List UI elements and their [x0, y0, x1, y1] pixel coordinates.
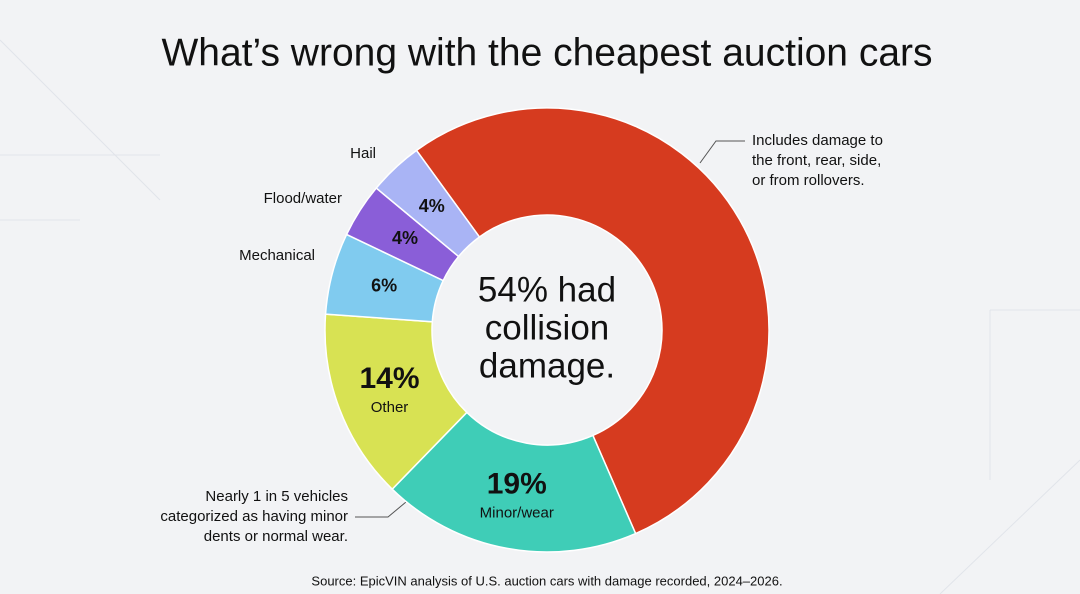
leader-line: [699, 140, 745, 164]
value-label: 14%: [360, 362, 420, 395]
category-label: Hail: [350, 145, 376, 162]
center-text: collision: [485, 308, 610, 347]
annotation: dents or normal wear.: [204, 528, 348, 545]
category-label: Minor/wear: [480, 505, 554, 522]
value-label: 4%: [392, 228, 418, 248]
category-label: Mechanical: [239, 247, 315, 264]
value-label: 4%: [419, 196, 445, 216]
category-label: Flood/water: [264, 190, 342, 207]
center-text: damage.: [479, 346, 615, 385]
leader-line: [355, 496, 413, 518]
annotation: Nearly 1 in 5 vehicles: [205, 488, 348, 505]
annotation: Includes damage to: [752, 132, 883, 149]
annotation: or from rollovers.: [752, 172, 865, 189]
category-label: Other: [371, 399, 409, 416]
value-label: 6%: [371, 276, 397, 296]
donut-slice: [415, 107, 770, 535]
source-note: Source: EpicVIN analysis of U.S. auction…: [311, 573, 782, 588]
background-lines: [0, 39, 1080, 594]
donut-slice: [391, 411, 637, 553]
chart-title: What’s wrong with the cheapest auction c…: [161, 31, 932, 74]
value-label: 19%: [487, 468, 547, 501]
center-text: 54% had: [478, 270, 616, 309]
annotation: the front, rear, side,: [752, 152, 881, 169]
annotation: categorized as having minor: [160, 508, 348, 525]
donut-slice: [375, 149, 481, 258]
